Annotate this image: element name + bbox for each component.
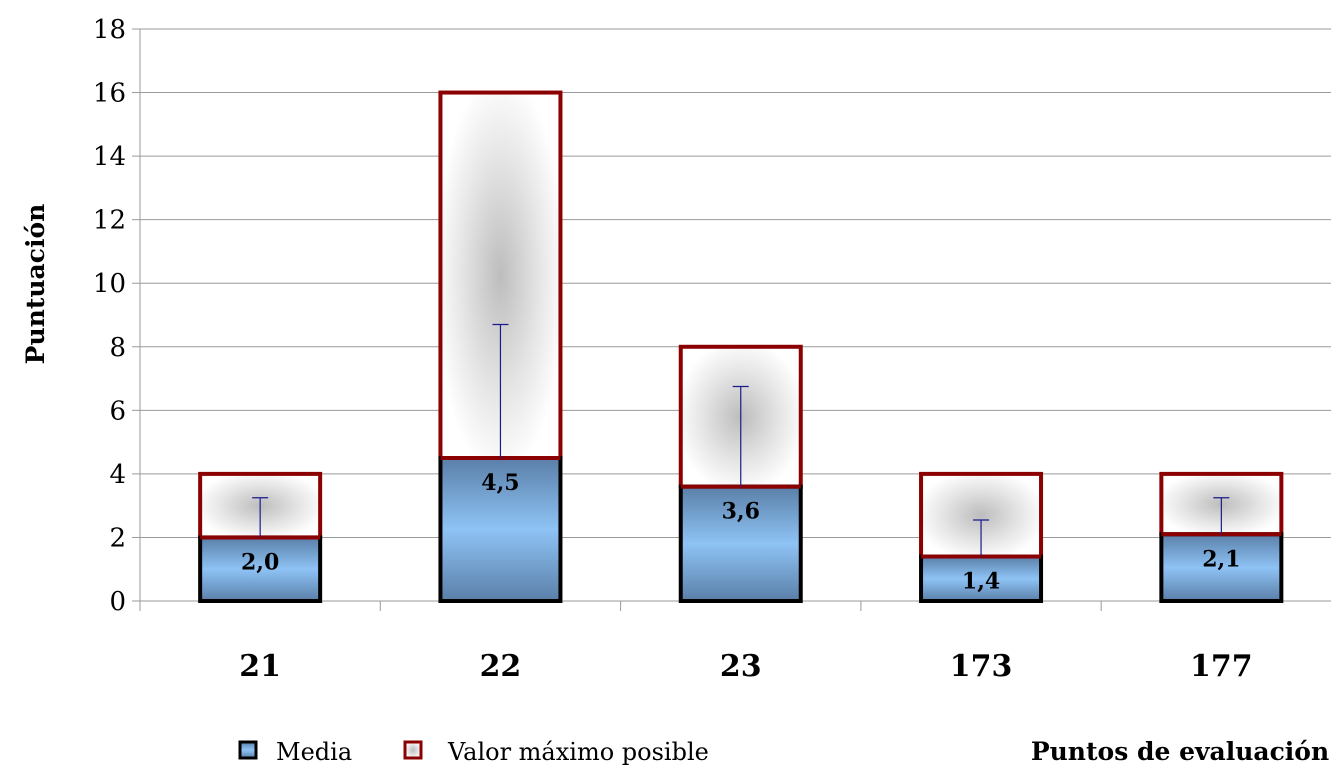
x-axis-title: Puntos de evaluación (1031, 737, 1329, 766)
y-tick-label-18: 18 (93, 15, 126, 45)
legend: Media Valor máximo posible (238, 738, 709, 766)
y-tick-label-6: 6 (109, 396, 126, 426)
y-tick-label-8: 8 (109, 333, 126, 363)
y-tick-label-16: 16 (93, 79, 126, 109)
grid-lines (140, 28, 1331, 538)
data-label-177: 2,1 (1202, 546, 1240, 572)
y-tick-label-10: 10 (93, 269, 126, 299)
legend-swatch-max (403, 740, 423, 760)
x-tick-label-177: 177 (1190, 649, 1253, 684)
bar-media-21 (198, 535, 323, 604)
legend-swatch-media (238, 740, 258, 760)
y-axis-title: Puntuación (21, 204, 50, 365)
legend-label-media: Media (276, 738, 352, 766)
x-tick-label-22: 22 (480, 649, 522, 684)
legend-label-max: Valor máximo posible (447, 738, 709, 766)
data-label-21: 2,0 (241, 549, 279, 575)
x-tick-label-23: 23 (720, 649, 762, 684)
data-label-22: 4,5 (481, 470, 519, 496)
y-tick-label-14: 14 (93, 142, 126, 172)
bar-media-177 (1159, 532, 1284, 603)
y-tick-label-2: 2 (109, 523, 126, 553)
labels: 0 2 4 6 8 10 12 14 16 18 2,0 21 4,5 22 3,6 23 1,4 173 2,1 1… (93, 15, 1253, 684)
y-tick-label-12: 12 (93, 206, 126, 236)
x-tick-label-21: 21 (239, 649, 281, 684)
data-label-173: 1,4 (962, 569, 1000, 595)
bars (198, 90, 1284, 604)
x-tick-label-173: 173 (950, 649, 1013, 684)
data-label-23: 3,6 (722, 499, 760, 525)
y-tick-label-0: 0 (109, 587, 126, 617)
y-tick-label-4: 4 (109, 460, 126, 490)
